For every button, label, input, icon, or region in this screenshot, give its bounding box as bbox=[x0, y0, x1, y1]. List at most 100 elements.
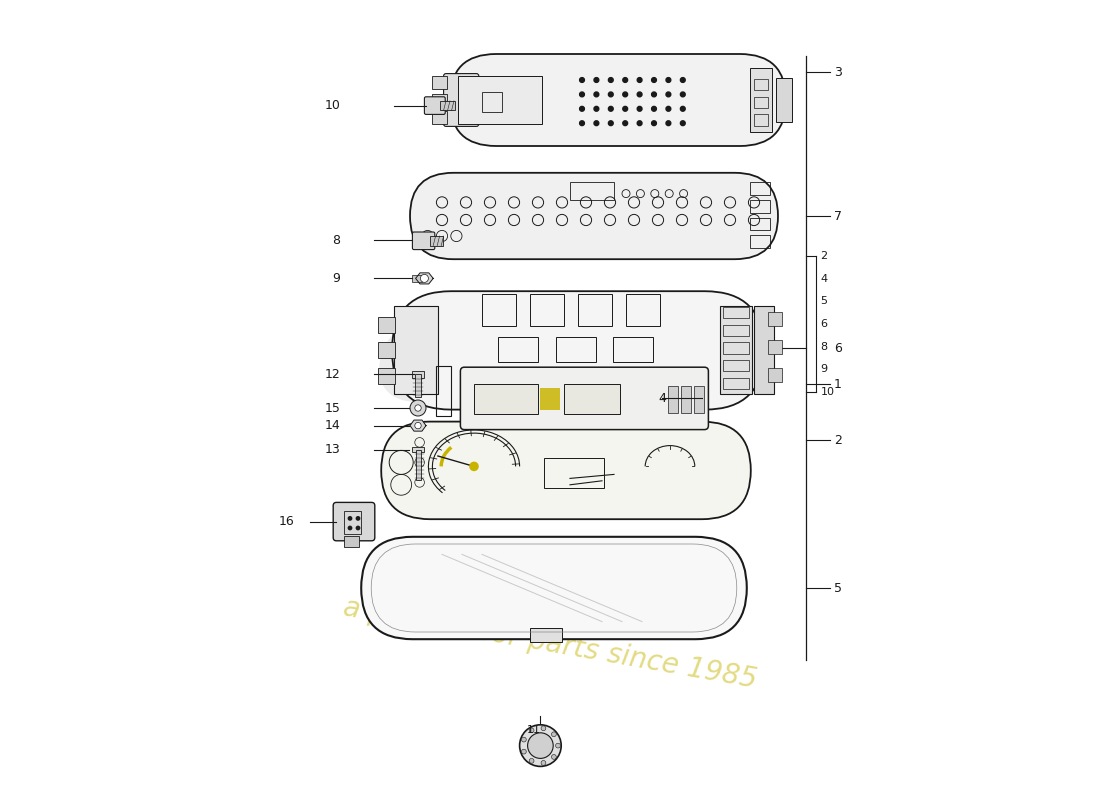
Circle shape bbox=[608, 78, 613, 82]
Circle shape bbox=[666, 121, 671, 126]
Circle shape bbox=[580, 92, 584, 97]
Bar bbox=[458, 76, 542, 124]
Bar bbox=[432, 76, 447, 89]
Bar bbox=[723, 342, 749, 354]
Text: 2: 2 bbox=[821, 251, 827, 261]
Circle shape bbox=[521, 750, 526, 754]
Circle shape bbox=[541, 761, 546, 766]
Circle shape bbox=[651, 106, 657, 111]
Text: 9: 9 bbox=[821, 364, 827, 374]
Circle shape bbox=[410, 400, 426, 416]
Polygon shape bbox=[416, 273, 433, 284]
Circle shape bbox=[580, 78, 584, 82]
Circle shape bbox=[529, 728, 534, 733]
Bar bbox=[412, 447, 424, 452]
Bar bbox=[377, 368, 395, 384]
Text: a passion for parts since 1985: a passion for parts since 1985 bbox=[341, 594, 759, 694]
Circle shape bbox=[528, 733, 553, 758]
Bar bbox=[723, 378, 749, 389]
FancyBboxPatch shape bbox=[392, 291, 764, 410]
Text: 6: 6 bbox=[821, 319, 827, 329]
Bar bbox=[556, 337, 595, 362]
Bar bbox=[377, 342, 395, 358]
Circle shape bbox=[541, 726, 546, 730]
Bar bbox=[432, 111, 447, 124]
FancyBboxPatch shape bbox=[461, 367, 708, 430]
Circle shape bbox=[594, 121, 598, 126]
Circle shape bbox=[529, 758, 534, 763]
Bar bbox=[750, 218, 770, 230]
Bar bbox=[417, 450, 421, 480]
Bar bbox=[440, 101, 454, 110]
FancyBboxPatch shape bbox=[450, 54, 786, 146]
Bar bbox=[768, 368, 782, 382]
Circle shape bbox=[415, 405, 421, 411]
Text: 6: 6 bbox=[834, 342, 842, 354]
Text: 5: 5 bbox=[834, 582, 842, 594]
Bar bbox=[394, 306, 438, 394]
Circle shape bbox=[580, 106, 584, 111]
Text: 13: 13 bbox=[324, 443, 340, 456]
FancyBboxPatch shape bbox=[382, 422, 751, 519]
Circle shape bbox=[637, 78, 642, 82]
Circle shape bbox=[623, 78, 628, 82]
Bar bbox=[720, 306, 752, 394]
Circle shape bbox=[608, 92, 613, 97]
Bar bbox=[750, 68, 772, 132]
Bar bbox=[437, 366, 451, 416]
Circle shape bbox=[348, 516, 352, 521]
Bar bbox=[530, 294, 563, 326]
Bar bbox=[540, 388, 560, 410]
Circle shape bbox=[348, 526, 352, 530]
Bar bbox=[411, 371, 425, 378]
FancyBboxPatch shape bbox=[333, 502, 375, 541]
Text: 7: 7 bbox=[834, 210, 842, 222]
Circle shape bbox=[666, 92, 671, 97]
Text: 10: 10 bbox=[324, 99, 340, 112]
Bar bbox=[498, 337, 538, 362]
Circle shape bbox=[637, 121, 642, 126]
Bar bbox=[343, 511, 361, 534]
Bar bbox=[377, 317, 395, 333]
Circle shape bbox=[608, 121, 613, 126]
Bar bbox=[432, 94, 447, 106]
Bar bbox=[344, 536, 359, 547]
Text: 15: 15 bbox=[324, 402, 340, 414]
Bar bbox=[750, 235, 770, 248]
Text: 11: 11 bbox=[527, 725, 541, 734]
Circle shape bbox=[637, 106, 642, 111]
Circle shape bbox=[666, 106, 671, 111]
Text: 3: 3 bbox=[834, 66, 842, 78]
Circle shape bbox=[623, 121, 628, 126]
Bar bbox=[570, 182, 614, 200]
Circle shape bbox=[651, 121, 657, 126]
Bar bbox=[543, 458, 604, 488]
Bar bbox=[768, 312, 782, 326]
Circle shape bbox=[355, 516, 361, 521]
Bar bbox=[750, 200, 770, 213]
Circle shape bbox=[651, 78, 657, 82]
Circle shape bbox=[551, 732, 557, 737]
Circle shape bbox=[681, 92, 685, 97]
Text: 4: 4 bbox=[821, 274, 827, 284]
Bar bbox=[412, 275, 422, 282]
Circle shape bbox=[556, 743, 560, 748]
Circle shape bbox=[519, 725, 561, 766]
Bar bbox=[768, 340, 782, 354]
Bar bbox=[694, 386, 704, 413]
Circle shape bbox=[681, 121, 685, 126]
Circle shape bbox=[623, 92, 628, 97]
Bar bbox=[777, 78, 792, 122]
Bar bbox=[613, 337, 653, 362]
Circle shape bbox=[594, 78, 598, 82]
Circle shape bbox=[681, 78, 685, 82]
Bar bbox=[755, 306, 774, 394]
Circle shape bbox=[470, 462, 478, 471]
Polygon shape bbox=[410, 420, 426, 431]
Circle shape bbox=[521, 737, 526, 742]
Text: 16: 16 bbox=[278, 515, 294, 528]
Circle shape bbox=[651, 92, 657, 97]
Text: 8: 8 bbox=[821, 342, 827, 352]
FancyBboxPatch shape bbox=[412, 232, 434, 250]
Bar bbox=[754, 79, 769, 90]
